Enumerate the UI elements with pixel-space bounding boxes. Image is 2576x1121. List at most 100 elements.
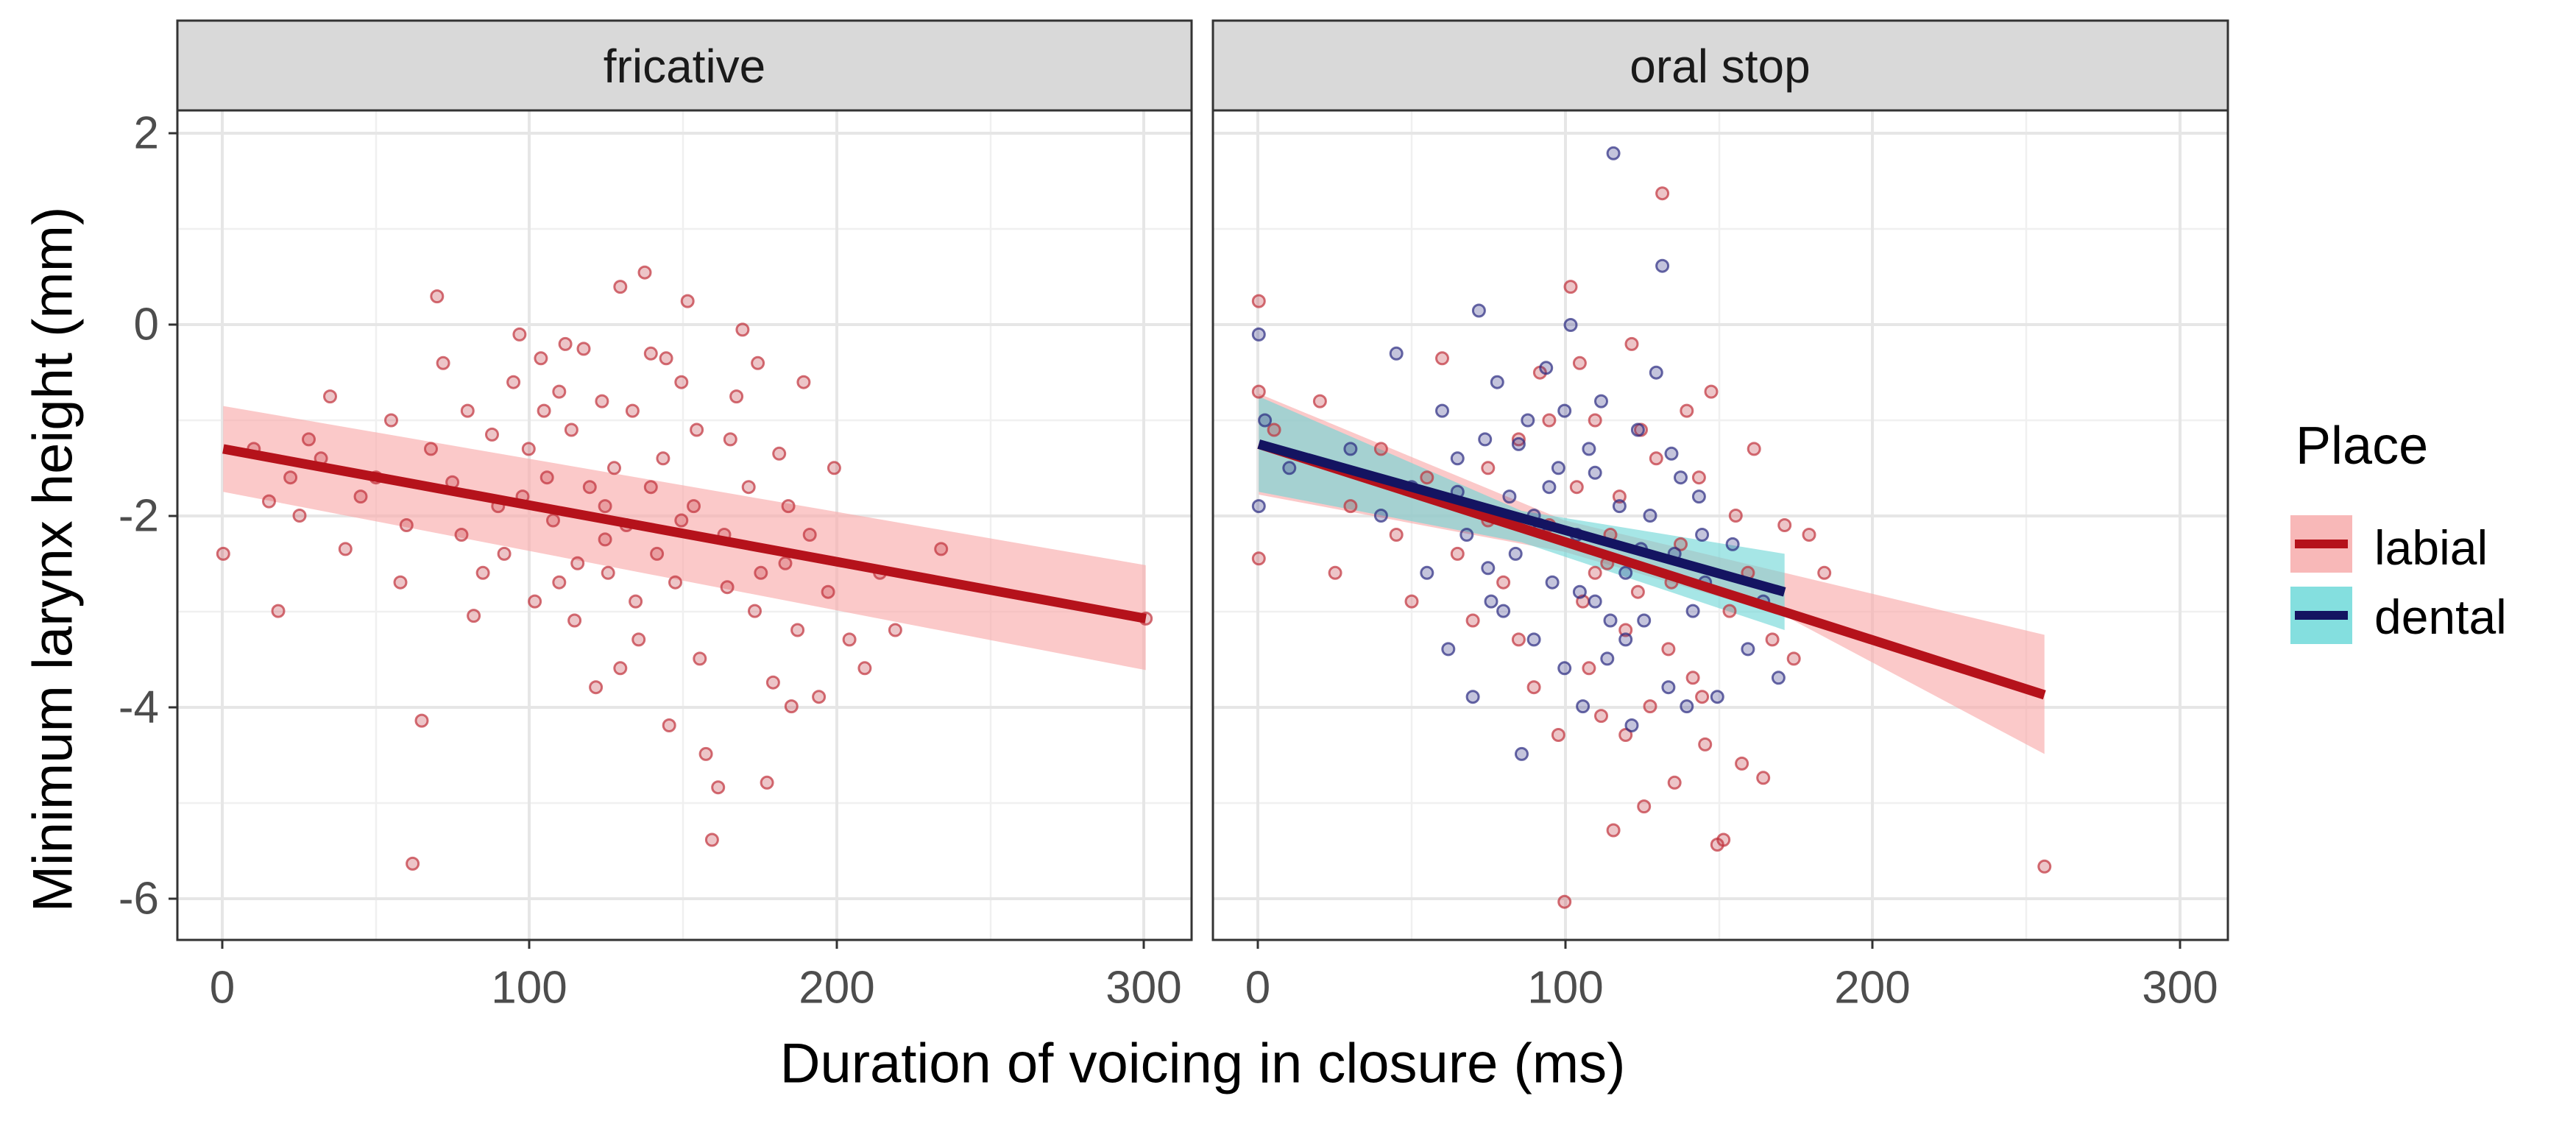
data-point-labial — [659, 351, 673, 366]
data-point-labial — [567, 613, 582, 628]
data-point-labial — [1716, 832, 1731, 847]
x-tick-label: 0 — [210, 963, 235, 1014]
x-tick-label: 100 — [491, 963, 567, 1014]
data-point-dental — [1655, 258, 1670, 273]
data-point-labial — [687, 499, 701, 514]
data-point-labial — [570, 556, 585, 570]
y-tick-label: 2 — [134, 108, 159, 159]
data-point-labial — [821, 584, 835, 599]
data-point-labial — [631, 632, 646, 647]
data-point-dental — [1600, 651, 1615, 666]
fits-fricative — [222, 444, 1147, 623]
data-point-labial — [772, 446, 787, 461]
data-point-labial — [1389, 528, 1404, 542]
data-point-labial — [283, 470, 298, 485]
data-point-labial — [812, 690, 827, 704]
data-point-dental — [1582, 442, 1596, 456]
data-point-labial — [1695, 690, 1710, 704]
data-point-dental — [1539, 361, 1554, 375]
data-point-dental — [1637, 613, 1652, 628]
data-point-dental — [1343, 442, 1358, 456]
data-point-labial — [1680, 403, 1694, 418]
panel-border-fricative — [176, 109, 1193, 941]
data-point-labial — [625, 403, 640, 418]
data-point-dental — [1420, 565, 1434, 580]
panel-border-oral-stop — [1211, 109, 2229, 941]
data-point-labial — [1404, 594, 1419, 609]
data-point-labial — [1526, 680, 1541, 695]
data-point-labial — [781, 499, 796, 514]
data-point-labial — [1594, 709, 1608, 724]
data-point-dental — [1545, 575, 1560, 590]
data-point-dental — [1511, 436, 1526, 451]
data-point-labial — [637, 265, 652, 280]
data-point-labial — [748, 604, 762, 618]
data-point-dental — [1484, 594, 1498, 609]
data-point-labial — [1612, 489, 1627, 504]
data-point-labial — [1563, 280, 1578, 294]
data-point-dental — [1691, 489, 1706, 504]
data-point-dental — [1649, 365, 1663, 380]
x-axis-fricative: 0 100 200 300 — [210, 940, 1182, 1014]
data-point-labial — [796, 375, 811, 389]
data-point-dental — [1282, 461, 1297, 475]
data-point-dental — [1588, 465, 1602, 480]
data-point-labial — [539, 470, 554, 485]
data-point-labial — [521, 442, 536, 456]
data-point-labial — [1251, 294, 1266, 308]
data-point-labial — [537, 403, 551, 418]
data-point-labial — [1481, 461, 1496, 475]
data-point-labial — [454, 528, 469, 542]
data-point-labial — [1551, 728, 1565, 742]
data-point-dental — [1251, 499, 1266, 514]
y-tick-label: -6 — [118, 874, 159, 924]
data-point-labial — [607, 461, 621, 475]
data-point-dental — [1471, 303, 1486, 318]
data-point-labial — [1674, 537, 1688, 551]
y-tick-label: 0 — [134, 300, 159, 350]
data-point-dental — [1389, 346, 1404, 361]
data-point-labial — [827, 461, 841, 475]
data-point-dental — [1572, 584, 1587, 599]
data-point-labial — [393, 575, 408, 590]
data-point-labial — [1765, 632, 1780, 647]
data-point-dental — [1741, 642, 1755, 657]
data-point-labial — [674, 375, 689, 389]
data-point-dental — [1576, 699, 1590, 714]
data-point-labial — [1572, 356, 1587, 370]
data-point-labial — [506, 375, 521, 389]
data-point-labial — [1557, 894, 1572, 909]
data-point-labial — [1661, 642, 1676, 657]
data-point-labial — [485, 427, 499, 442]
data-point-labial — [216, 546, 230, 561]
data-point-dental — [1606, 146, 1621, 160]
data-point-labial — [467, 609, 481, 623]
data-point-dental — [1557, 661, 1572, 676]
data-point-labial — [735, 322, 750, 337]
data-point-labial — [424, 442, 438, 456]
strip-label-oral-stop: oral stop — [1630, 40, 1810, 93]
data-point-labial — [1251, 551, 1266, 566]
data-point-labial — [1728, 509, 1743, 523]
data-point-labial — [1420, 470, 1434, 485]
data-point-labial — [680, 294, 695, 308]
data-point-labial — [1698, 737, 1713, 752]
data-point-labial — [765, 675, 780, 690]
data-point-labial — [534, 351, 548, 366]
data-point-dental — [1441, 642, 1456, 657]
data-point-labial — [693, 651, 707, 666]
data-point-labial — [720, 580, 735, 595]
data-point-dental — [1680, 699, 1694, 714]
data-point-labial — [552, 384, 567, 399]
data-point-labial — [271, 604, 286, 618]
data-point-labial — [741, 480, 756, 495]
data-point-labial — [323, 389, 337, 404]
data-point-dental — [1618, 632, 1633, 647]
x-tick-label: 200 — [1834, 963, 1910, 1014]
data-point-labial — [650, 546, 665, 561]
data-point-labial — [690, 422, 704, 437]
data-point-dental — [1630, 422, 1645, 437]
data-point-labial — [754, 565, 768, 580]
data-point-labial — [1542, 413, 1557, 428]
data-point-labial — [1802, 528, 1816, 542]
